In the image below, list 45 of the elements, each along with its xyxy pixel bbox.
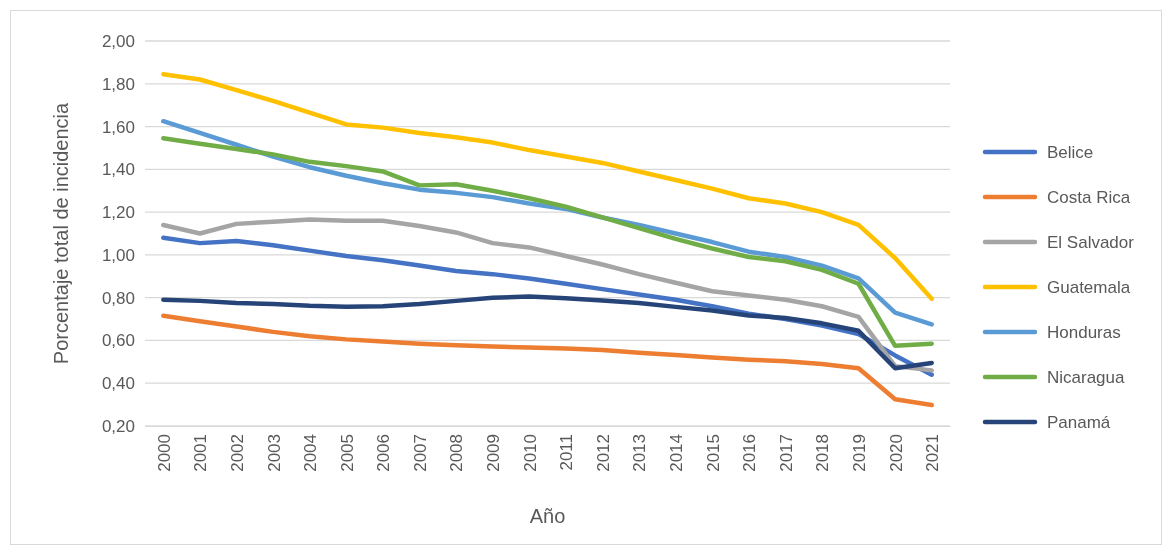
legend-label: Guatemala (1047, 277, 1131, 297)
x-axis-title: Año (529, 505, 566, 527)
x-tick-label: 2001 (191, 434, 211, 472)
legend-label: Panamá (1047, 412, 1111, 432)
x-tick-label: 2009 (484, 434, 504, 472)
legend-label: Honduras (1047, 322, 1121, 342)
y-tick-label: 2,00 (101, 31, 135, 51)
x-tick-label: 2018 (813, 434, 833, 472)
x-tick-label: 2008 (447, 434, 467, 472)
y-tick-label: 0,40 (101, 374, 135, 394)
x-tick-label: 2007 (410, 434, 430, 472)
y-axis-title: Porcentaje total de incidencia (50, 101, 72, 365)
x-tick-label: 2019 (849, 434, 869, 472)
legend-label: Belice (1047, 142, 1094, 162)
line-series (161, 294, 934, 371)
y-tick-label: 0,80 (101, 288, 135, 308)
x-tick-label: 2014 (667, 434, 687, 472)
y-tick-label: 1,60 (101, 117, 135, 137)
x-tick-label: 2005 (337, 434, 357, 472)
legend-label: El Salvador (1047, 232, 1135, 252)
y-tick-label: 1,00 (101, 245, 135, 265)
line-series (161, 71, 934, 301)
y-tick-label: 0,20 (101, 416, 135, 436)
x-tick-label: 2004 (301, 434, 321, 472)
y-tick-label: 0,60 (101, 331, 135, 351)
x-tick-label: 2000 (154, 434, 174, 472)
x-tick-label: 2013 (630, 434, 650, 472)
x-tick-label: 2012 (593, 434, 613, 472)
y-tick-label: 1,20 (101, 203, 135, 223)
x-tick-label: 2002 (227, 434, 247, 472)
line-series (161, 136, 934, 349)
legend-label: Nicaragua (1047, 367, 1126, 387)
x-tick-label: 2021 (923, 434, 943, 472)
x-tick-label: 2006 (374, 434, 394, 472)
y-tick-label: 1,80 (101, 74, 135, 94)
line-series (161, 313, 934, 408)
legend-label: Costa Rica (1047, 187, 1131, 207)
x-tick-label: 2016 (740, 434, 760, 472)
x-tick-label: 2003 (264, 434, 284, 472)
x-tick-label: 2011 (557, 434, 577, 471)
x-tick-label: 2017 (776, 434, 796, 472)
x-tick-label: 2010 (520, 434, 540, 472)
x-tick-label: 2020 (886, 434, 906, 472)
x-tick-label: 2015 (703, 434, 723, 472)
y-tick-label: 1,40 (101, 160, 135, 180)
